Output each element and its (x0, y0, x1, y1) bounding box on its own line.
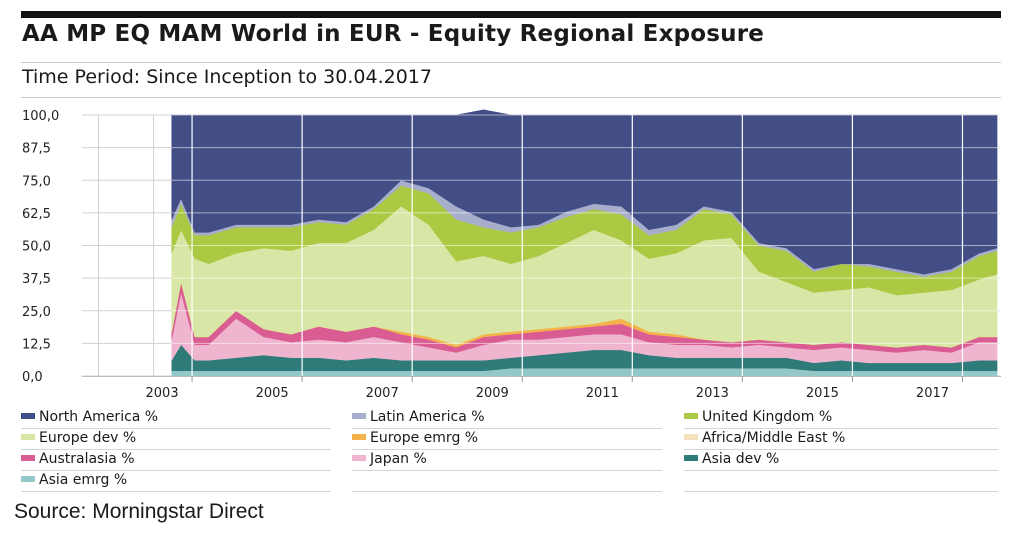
legend-label: Australasia % (39, 451, 135, 467)
x-tick-label: 2005 (256, 386, 289, 401)
y-tick-label: 87,5 (22, 142, 51, 157)
plot-gridlines (82, 114, 1001, 377)
y-tick-label: 62,5 (22, 207, 51, 222)
legend-label: Europe emrg % (370, 430, 479, 446)
x-tick-label: 2009 (476, 386, 509, 401)
legend-swatch (684, 434, 698, 440)
legend-item: Africa/Middle East % (684, 428, 998, 450)
legend-item: Japan % (352, 449, 662, 471)
y-tick-label: 75,0 (22, 174, 51, 189)
legend-label: Latin America % (370, 409, 485, 425)
y-tick-label: 50,0 (22, 240, 51, 255)
legend-label: Europe dev % (39, 430, 137, 446)
legend-swatch (352, 413, 366, 419)
y-tick-label: 12,5 (22, 337, 51, 352)
legend-swatch (21, 413, 35, 419)
chart-title: AA MP EQ MAM World in EUR - Equity Regio… (22, 21, 765, 47)
legend-empty-cell (684, 470, 998, 492)
legend-item: Australasia % (21, 449, 331, 471)
time-period-label: Time Period: Since Inception to 30.04.20… (22, 66, 432, 88)
legend-swatch (352, 455, 366, 461)
legend-label: North America % (39, 409, 159, 425)
x-tick-label: 2003 (146, 386, 179, 401)
legend-item: Europe emrg % (352, 428, 662, 450)
legend-swatch (352, 434, 366, 440)
x-tick-label: 2017 (916, 386, 949, 401)
y-tick-label: 100,0 (22, 109, 59, 124)
y-tick-label: 25,0 (22, 305, 51, 320)
title-bar-rule (21, 11, 1001, 18)
y-axis-ticks: 0,0 12,5 25,0 37,5 50,0 62,5 75,0 87,5 100,0 (22, 109, 59, 385)
period-divider (21, 97, 1001, 98)
x-axis-ticks: 2003 2005 2007 2009 2011 2013 2015 2017 (146, 376, 963, 401)
legend-item: Latin America % (352, 407, 662, 429)
x-tick-label: 2013 (696, 386, 729, 401)
y-tick-label: 0,0 (22, 370, 43, 385)
x-tick-label: 2015 (806, 386, 839, 401)
legend-label: Asia emrg % (39, 472, 128, 488)
source-note: Source: Morningstar Direct (14, 500, 264, 523)
x-tick-label: 2011 (586, 386, 619, 401)
legend-label: Japan % (370, 451, 427, 467)
legend-item: Asia emrg % (21, 470, 331, 492)
legend-item: North America % (21, 407, 331, 429)
legend-item: Asia dev % (684, 449, 998, 471)
legend-swatch (21, 455, 35, 461)
legend-label: United Kingdom % (702, 409, 833, 425)
legend-item: United Kingdom % (684, 407, 998, 429)
legend-item: Europe dev % (21, 428, 331, 450)
legend-empty-cell (352, 470, 662, 492)
x-tick-label: 2007 (366, 386, 399, 401)
legend-swatch (21, 434, 35, 440)
legend-label: Africa/Middle East % (702, 430, 846, 446)
legend-swatch (21, 476, 35, 482)
legend-swatch (684, 455, 698, 461)
title-divider (21, 62, 1001, 63)
legend-swatch (684, 413, 698, 419)
y-tick-label: 37,5 (22, 272, 51, 287)
legend-label: Asia dev % (702, 451, 780, 467)
area-series-group (171, 109, 998, 377)
